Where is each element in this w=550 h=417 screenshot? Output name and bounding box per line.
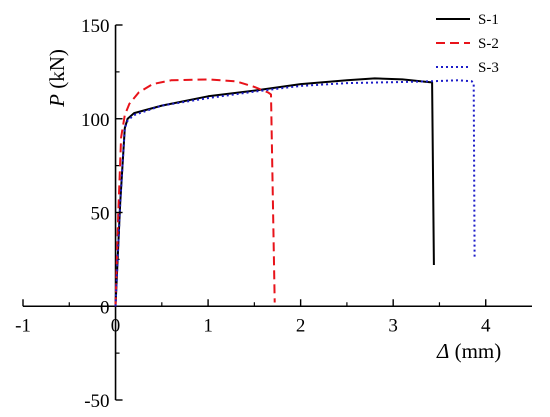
series-line-s-3: [114, 79, 476, 307]
legend-label-s-3: S-3: [478, 60, 499, 76]
x-tick-label: 0: [111, 315, 121, 336]
x-axis-title: Δ (mm): [436, 339, 501, 363]
x-tick-label: 2: [296, 315, 306, 336]
legend-label-s-1: S-1: [478, 12, 499, 28]
y-tick-label: -50: [84, 391, 109, 412]
y-axis-title: P (kN): [45, 49, 69, 108]
x-tick-label: 1: [203, 315, 213, 336]
series-group: [114, 77, 476, 307]
x-tick-label: 3: [388, 315, 398, 336]
y-tick-label: 150: [81, 16, 110, 37]
legend: S-1 S-2 S-3: [436, 12, 499, 76]
y-tick-label: 0: [100, 297, 110, 318]
x-tick-label: 4: [481, 315, 491, 336]
series-line-s-2: [114, 78, 276, 307]
y-tick-label: 50: [91, 204, 110, 225]
ticks: -1 0 1 2 3 4 -50 0 50 100 150: [15, 16, 491, 412]
x-tick-label: -1: [15, 315, 31, 336]
legend-label-s-2: S-2: [478, 36, 499, 52]
y-tick-label: 100: [81, 110, 110, 131]
